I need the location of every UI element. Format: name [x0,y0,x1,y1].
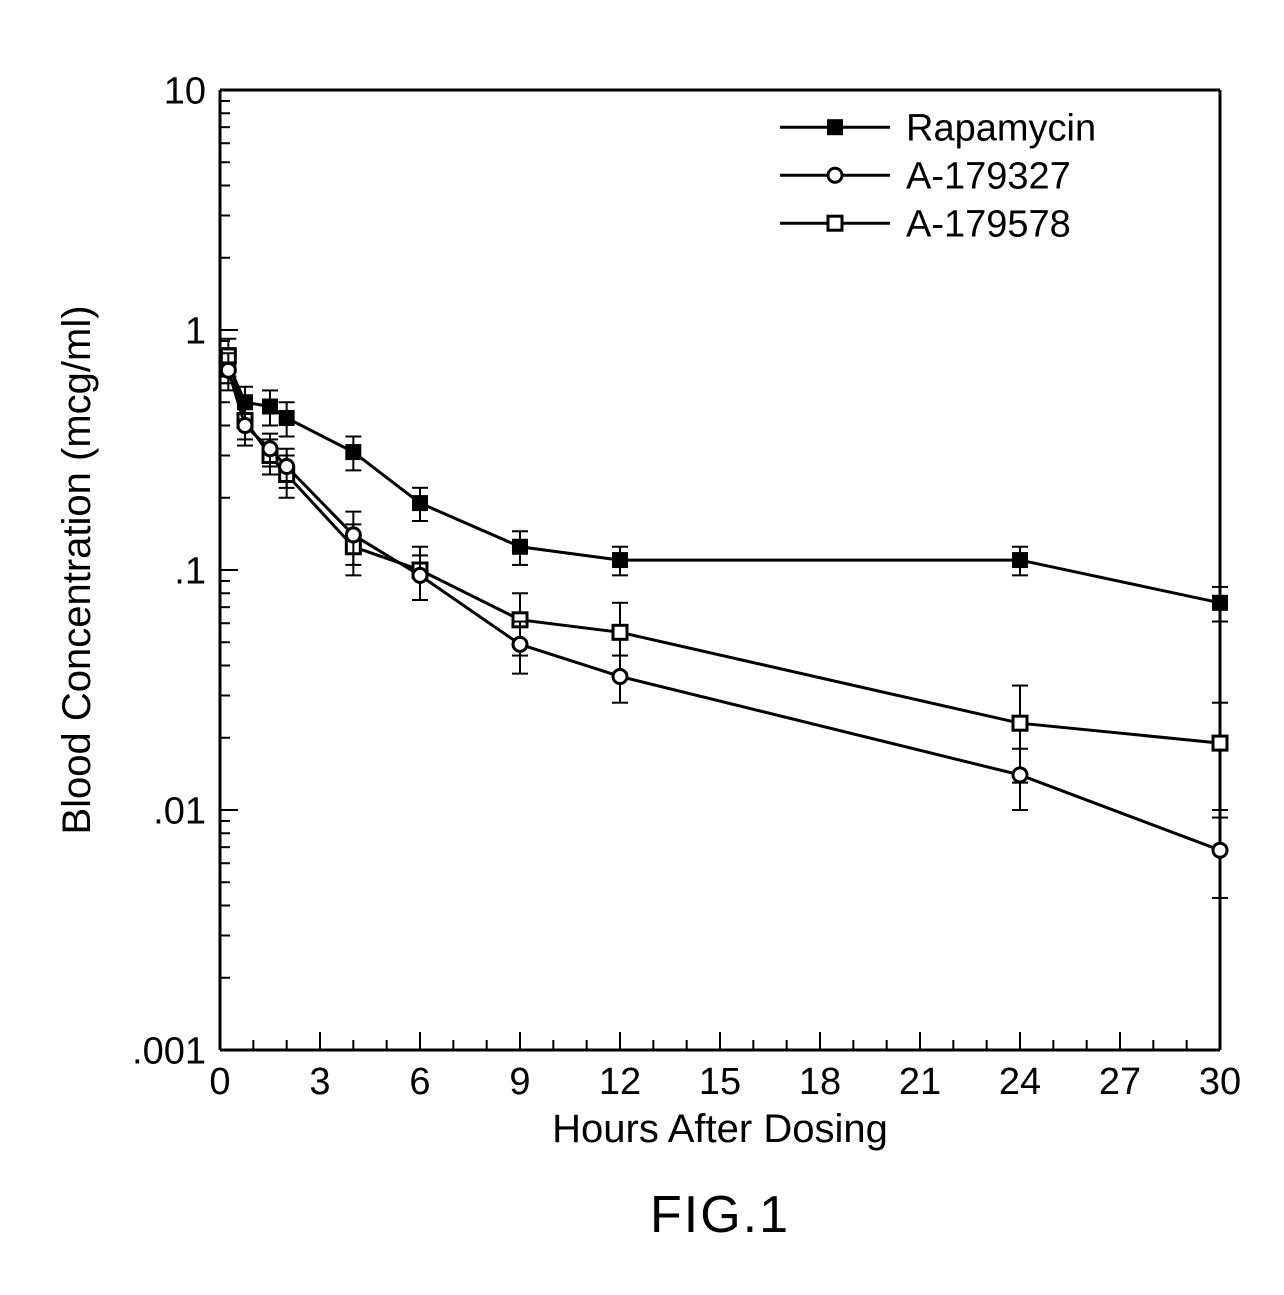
svg-text:FIG.1: FIG.1 [650,1186,790,1244]
svg-text:A-179327: A-179327 [906,156,1071,198]
chart-container: 0 3 6 9 12 15 18 21 24 27 30 10 1 .1 .01 .001 Hours Afte… [20,20,1284,1275]
svg-text:A-179578: A-179578 [906,204,1071,246]
svg-text:18: 18 [799,1061,841,1103]
svg-text:.001: .001 [132,1030,206,1072]
svg-text:27: 27 [1099,1061,1141,1103]
svg-text:Hours After Dosing: Hours After Dosing [552,1107,888,1151]
svg-text:9: 9 [509,1061,530,1103]
svg-text:30: 30 [1199,1061,1241,1103]
svg-text:24: 24 [999,1061,1041,1103]
chart-svg: 0 3 6 9 12 15 18 21 24 27 30 10 1 .1 .01 .001 Hours Afte… [20,20,1284,1275]
svg-text:10: 10 [164,70,206,112]
svg-text:Blood Concentration (mcg/ml): Blood Concentration (mcg/ml) [55,305,99,834]
svg-text:1: 1 [185,310,206,352]
svg-text:6: 6 [409,1061,430,1103]
svg-text:.1: .1 [174,550,206,592]
svg-text:.01: .01 [153,790,206,832]
svg-text:3: 3 [309,1061,330,1103]
svg-text:Rapamycin: Rapamycin [906,108,1096,150]
svg-text:15: 15 [699,1061,741,1103]
svg-text:21: 21 [899,1061,941,1103]
svg-text:0: 0 [209,1061,230,1103]
svg-text:12: 12 [599,1061,641,1103]
